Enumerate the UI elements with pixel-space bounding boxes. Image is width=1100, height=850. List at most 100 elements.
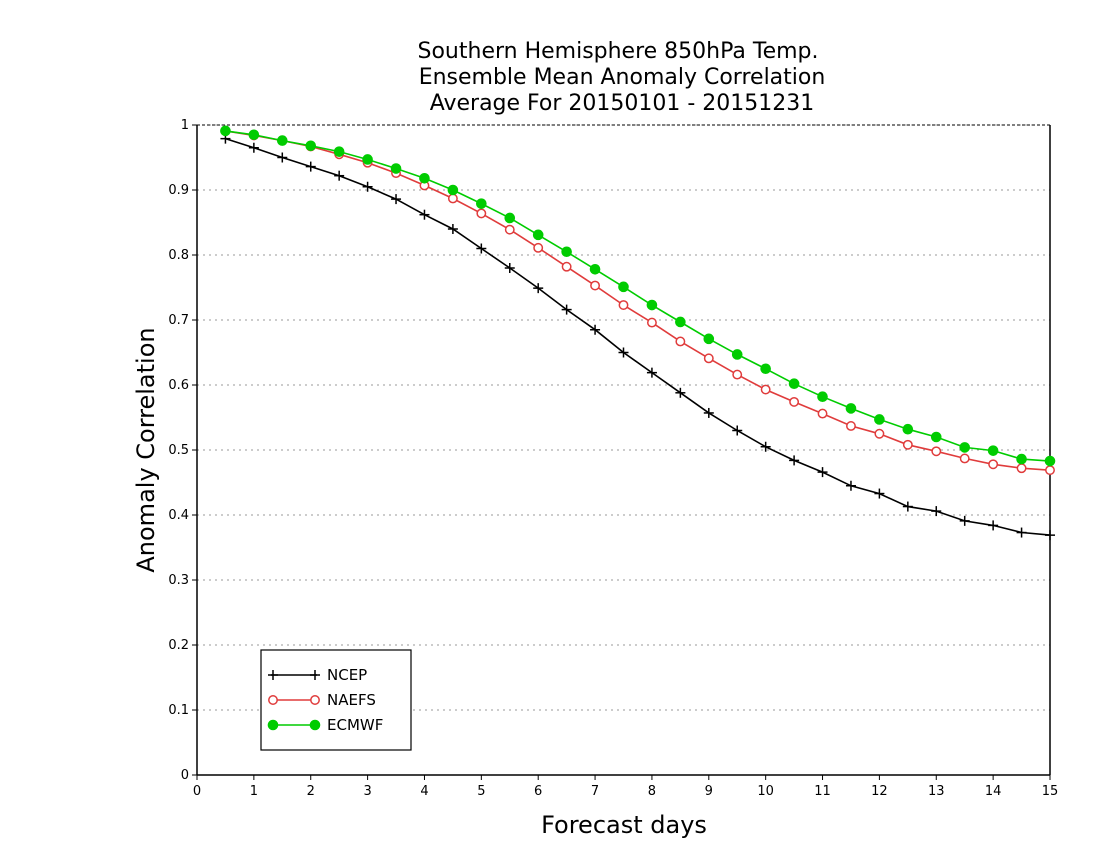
y-tick-label-0.9: 0.9 xyxy=(168,183,189,198)
series-ecmwf xyxy=(220,125,1056,467)
y-tick-label-0.7: 0.7 xyxy=(168,313,189,328)
point-naefs-4.5 xyxy=(447,193,458,204)
point-naefs-15 xyxy=(1045,465,1055,476)
series-line-ecmwf xyxy=(225,130,1051,462)
point-ecmwf-12.5 xyxy=(902,423,914,435)
x-tick-label-2: 2 xyxy=(307,784,315,799)
x-tick-label-9: 9 xyxy=(705,784,713,799)
legend: NCEP NAEFS ECMWF xyxy=(260,649,412,751)
y-tick-label-0.1: 0.1 xyxy=(168,703,189,718)
y-tick-label-0.2: 0.2 xyxy=(168,638,189,653)
point-naefs-9.5 xyxy=(732,369,743,380)
point-ncep-2.5 xyxy=(334,170,345,181)
point-ncep-6.5 xyxy=(561,304,572,315)
x-tick-label-7: 7 xyxy=(591,784,599,799)
point-ncep-8 xyxy=(646,367,657,378)
point-ecmwf-14 xyxy=(987,445,999,456)
chart-title-line-2: Ensemble Mean Anomaly Correlation xyxy=(419,65,826,90)
point-ncep-13 xyxy=(931,506,942,517)
point-ecmwf-7 xyxy=(589,264,601,275)
point-naefs-5 xyxy=(476,208,487,219)
x-tick-label-8: 8 xyxy=(648,784,656,799)
legend-marker-ecmwf-end xyxy=(309,719,321,731)
point-naefs-11.5 xyxy=(846,421,856,431)
point-naefs-10.5 xyxy=(789,396,800,407)
point-ecmwf-13 xyxy=(930,431,942,443)
x-tick-label-4: 4 xyxy=(420,784,428,799)
x-tick-label-6: 6 xyxy=(534,784,542,799)
legend-label-ecmwf: ECMWF xyxy=(327,716,383,734)
point-ncep-15 xyxy=(1045,530,1055,541)
y-axis-label: Anomaly Correlation xyxy=(132,327,160,572)
point-ncep-1.5 xyxy=(277,152,288,163)
point-ecmwf-14.5 xyxy=(1016,453,1027,465)
point-ecmwf-2 xyxy=(305,140,317,152)
point-ecmwf-2.5 xyxy=(333,146,345,157)
point-ncep-9 xyxy=(703,407,714,418)
tick-labels: 00.10.20.30.40.50.60.70.80.910 1 2 3 4 5 6 7 8 9 1… xyxy=(168,118,1058,799)
series-line-ncep xyxy=(225,137,1051,536)
point-ecmwf-8 xyxy=(646,299,658,311)
point-ncep-5.5 xyxy=(504,263,515,273)
point-ecmwf-12 xyxy=(874,414,885,425)
series-group xyxy=(220,125,1056,541)
series-line-naefs xyxy=(225,130,1051,471)
point-naefs-11 xyxy=(817,408,828,419)
point-naefs-14.5 xyxy=(1016,463,1027,474)
point-ecmwf-5.5 xyxy=(504,212,516,224)
point-ncep-11.5 xyxy=(845,480,856,491)
point-ncep-10 xyxy=(760,441,771,452)
legend-label-ncep: NCEP xyxy=(327,666,367,684)
point-ncep-7.5 xyxy=(618,347,629,358)
point-naefs-12 xyxy=(874,428,885,439)
point-ecmwf-13.5 xyxy=(959,442,971,453)
x-axis-label: Forecast days xyxy=(541,811,707,839)
point-ncep-9.5 xyxy=(732,425,743,436)
chart-title-line-3: Average For 20150101 - 20151231 xyxy=(430,91,815,116)
x-tick-label-13: 13 xyxy=(928,784,945,799)
y-tick-label-0.8: 0.8 xyxy=(168,248,189,263)
point-ecmwf-9 xyxy=(703,333,715,345)
point-ecmwf-5 xyxy=(476,198,487,209)
point-ecmwf-1.5 xyxy=(277,135,288,146)
gridlines xyxy=(197,124,1050,711)
point-naefs-7.5 xyxy=(618,300,629,310)
point-naefs-13.5 xyxy=(959,453,970,464)
legend-marker-naefs-start xyxy=(268,695,278,705)
point-ecmwf-7.5 xyxy=(618,281,629,293)
point-naefs-6 xyxy=(533,242,544,253)
point-ecmwf-10.5 xyxy=(788,378,800,390)
point-ecmwf-4 xyxy=(419,173,430,184)
point-naefs-8 xyxy=(646,317,657,328)
y-tick-label-1: 1 xyxy=(181,118,189,133)
legend-marker-ecmwf-start xyxy=(267,719,279,731)
legend-marker-ncep-start xyxy=(268,670,278,680)
point-naefs-13 xyxy=(931,446,942,457)
point-naefs-6.5 xyxy=(561,261,572,272)
x-tick-label-0: 0 xyxy=(193,784,201,799)
point-ecmwf-3.5 xyxy=(390,163,402,174)
x-tick-label-5: 5 xyxy=(477,784,485,799)
legend-marker-ncep-end xyxy=(310,670,320,680)
legend-marker-naefs-end xyxy=(310,695,320,705)
x-tick-label-1: 1 xyxy=(250,784,258,799)
point-ecmwf-11.5 xyxy=(845,403,857,414)
point-naefs-5.5 xyxy=(504,224,515,235)
point-ncep-14 xyxy=(988,520,999,531)
point-ncep-8.5 xyxy=(675,387,686,398)
point-ncep-11 xyxy=(817,467,828,478)
y-tick-label-0: 0 xyxy=(181,768,189,783)
y-tick-label-0.6: 0.6 xyxy=(168,378,189,393)
axes xyxy=(192,124,1051,780)
point-ncep-14.5 xyxy=(1016,527,1027,538)
series-ncep xyxy=(220,133,1055,541)
x-tick-label-11: 11 xyxy=(814,784,831,799)
point-ncep-5 xyxy=(476,243,487,254)
point-ncep-6 xyxy=(533,283,544,294)
point-ecmwf-6.5 xyxy=(561,246,572,258)
x-tick-label-15: 15 xyxy=(1042,784,1059,799)
point-naefs-14 xyxy=(988,459,999,470)
point-naefs-10 xyxy=(760,384,771,395)
point-naefs-7 xyxy=(590,280,601,291)
